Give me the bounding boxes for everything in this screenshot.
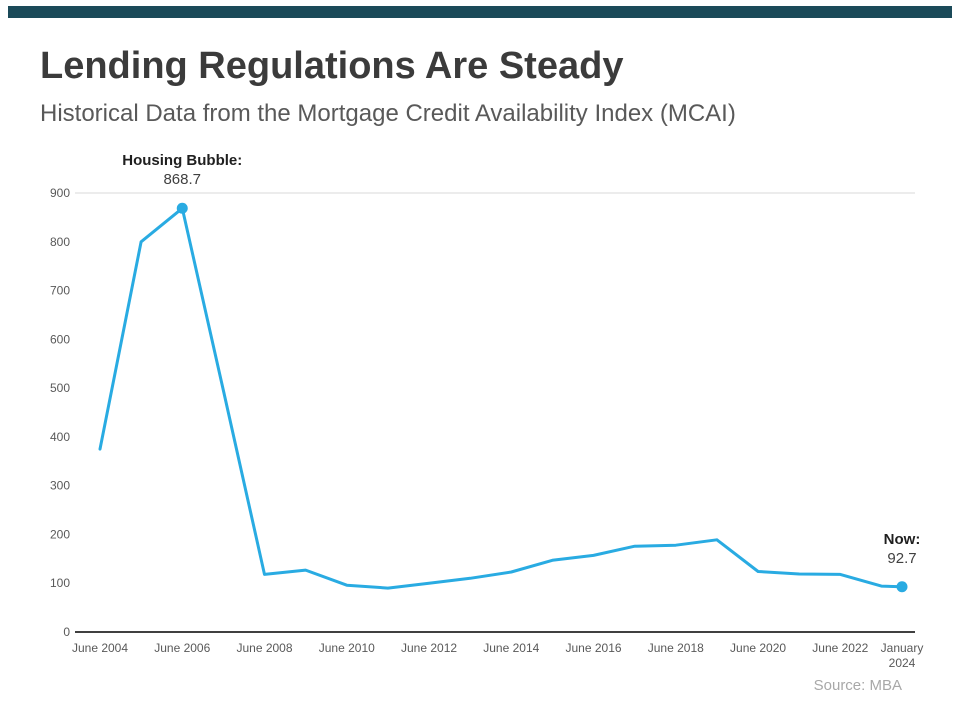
- x-tick-label: June 2018: [648, 641, 704, 655]
- annotation-value: 92.7: [887, 549, 917, 567]
- y-tick-label: 300: [50, 479, 70, 493]
- x-tick-label: June 2004: [72, 641, 128, 655]
- page-title: Lending Regulations Are Steady: [40, 45, 624, 87]
- x-tick-label: June 2012: [401, 641, 457, 655]
- y-tick-label: 0: [63, 625, 70, 639]
- x-tick-label: 2024: [889, 656, 916, 670]
- annotation-label: Now:: [883, 530, 921, 548]
- data-point-marker: [176, 202, 188, 214]
- annotation-housing-bubble: Housing Bubble: 868.7: [92, 151, 272, 189]
- x-tick-label: June 2010: [319, 641, 375, 655]
- data-point-marker: [896, 581, 908, 593]
- y-tick-label: 600: [50, 332, 70, 346]
- x-tick-label: June 2014: [483, 641, 539, 655]
- page-subtitle: Historical Data from the Mortgage Credit…: [40, 100, 736, 127]
- annotation-value: 868.7: [163, 171, 202, 189]
- x-tick-label: June 2006: [154, 641, 210, 655]
- y-tick-label: 100: [50, 576, 70, 590]
- y-tick-label: 400: [50, 430, 70, 444]
- y-tick-label: 700: [50, 284, 70, 298]
- y-tick-label: 500: [50, 381, 70, 395]
- y-tick-label: 900: [50, 186, 70, 200]
- y-tick-label: 800: [50, 235, 70, 249]
- x-tick-label: June 2022: [812, 641, 868, 655]
- mcai-series-line: [98, 206, 904, 590]
- x-tick-label: January: [881, 641, 924, 655]
- y-tick-label: 200: [50, 527, 70, 541]
- x-tick-label: June 2008: [236, 641, 292, 655]
- annotation-now: Now: 92.7: [812, 530, 960, 568]
- top-accent-bar: [8, 6, 952, 18]
- x-tick-label: June 2016: [566, 641, 622, 655]
- x-tick-label: June 2020: [730, 641, 786, 655]
- annotation-label: Housing Bubble:: [122, 152, 243, 170]
- source-credit: Source: MBA: [813, 677, 902, 694]
